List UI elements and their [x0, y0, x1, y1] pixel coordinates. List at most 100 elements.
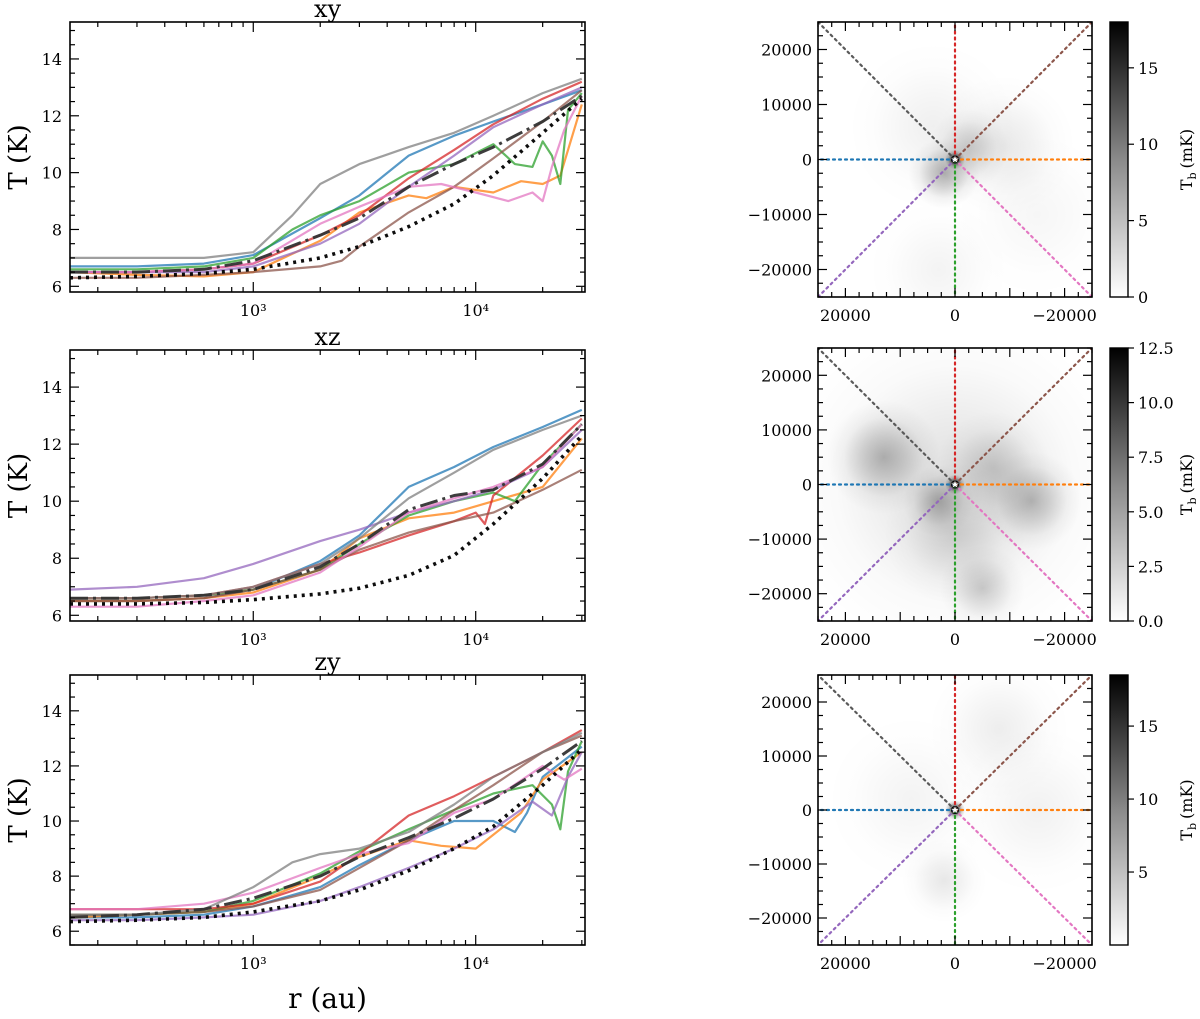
series-line-model — [70, 97, 583, 280]
series-line-red — [70, 729, 583, 911]
colorbar-tick-label: 12.5 — [1138, 339, 1174, 358]
colorbar-tick-label: 15 — [1138, 59, 1158, 78]
colorbar-tick-label: 5 — [1138, 863, 1148, 882]
colorbar-tick-label: 0.0 — [1138, 612, 1163, 631]
x-tick-label: 0 — [950, 306, 960, 325]
cut-line-pink — [953, 158, 1092, 297]
colorbar-label: Tb (mK) — [1177, 454, 1199, 515]
y-tick-label: 6 — [52, 606, 62, 625]
emission-blob — [825, 713, 997, 885]
axes-frame — [69, 21, 586, 293]
y-tick-label: 6 — [52, 922, 62, 941]
y-tick-label: 10000 — [761, 747, 812, 766]
map-panel-2: 20000 0 −20000 20000 10000 0 −10000 −20000 0.0 2.… — [748, 339, 1199, 649]
cut-line-pink — [953, 483, 1092, 621]
y-tick-label: 6 — [52, 277, 62, 296]
y-tick-label: −10000 — [748, 206, 812, 225]
x-tick-label: 10⁴ — [462, 954, 489, 973]
y-axis-label: T (K) — [4, 453, 34, 518]
series-line-orange — [70, 104, 583, 278]
x-tick-label: −20000 — [1032, 630, 1096, 649]
y-tick-label: 14 — [42, 702, 62, 721]
colorbar-label-main: T — [1177, 504, 1196, 515]
series-line-gray — [70, 77, 583, 259]
y-tick-label: 8 — [52, 220, 62, 239]
y-tick-label: −20000 — [748, 909, 812, 928]
colorbar — [1109, 21, 1129, 298]
x-tick-label: 10⁴ — [462, 630, 489, 649]
heatmap-image — [818, 22, 1123, 300]
series-line-mean — [70, 423, 583, 600]
series-line-orange — [70, 437, 583, 603]
emission-blob — [867, 198, 1010, 297]
cut-line-purple — [818, 158, 957, 297]
series-line-mean — [70, 739, 583, 919]
heatmap-image — [818, 348, 1092, 621]
source-star-marker — [950, 154, 960, 164]
source-star-marker — [950, 479, 960, 489]
series-line-mean — [70, 94, 583, 274]
series-line-purple — [70, 86, 583, 274]
axes-frame — [69, 674, 586, 946]
series-line-gray — [70, 731, 583, 916]
y-tick-label: 14 — [42, 50, 62, 69]
y-tick-label: 0 — [802, 801, 812, 820]
series-line-model — [70, 434, 584, 606]
colorbar-tick-label: 10.0 — [1138, 394, 1174, 413]
x-tick-label: 10⁴ — [462, 301, 489, 320]
y-tick-label: 12 — [42, 435, 62, 454]
colorbar-tick-label: 5 — [1138, 212, 1148, 231]
plot-area — [70, 77, 583, 280]
y-tick-label: 8 — [52, 549, 62, 568]
y-axis-label: T (K) — [4, 777, 34, 842]
colorbar-tick-label: 0 — [1138, 288, 1148, 307]
x-tick-label: 0 — [950, 954, 960, 973]
y-tick-label: 10 — [42, 164, 62, 183]
series-line-pink — [70, 423, 583, 608]
colorbar-label-sub: b — [1186, 823, 1199, 830]
cut-line-purple — [818, 808, 957, 945]
line-panel-zy: 6 8 10 12 14 10³ 10⁴ T (K) zy r (au) — [4, 648, 586, 1015]
colorbar-tick-label: 15 — [1138, 717, 1158, 736]
heatmap-image — [818, 675, 1092, 945]
cut-line-brown — [953, 675, 1092, 812]
y-tick-label: 10000 — [761, 96, 812, 115]
x-tick-label: 10³ — [240, 954, 267, 973]
y-tick-label: 0 — [802, 151, 812, 170]
plot-area — [70, 408, 584, 608]
x-axis-label: r (au) — [288, 982, 367, 1015]
panel-title: xy — [314, 0, 342, 23]
y-tick-label: 0 — [802, 476, 812, 495]
y-tick-label: 14 — [42, 378, 62, 397]
y-tick-label: 20000 — [761, 366, 812, 385]
x-tick-label: 0 — [950, 630, 960, 649]
y-tick-label: 10 — [42, 492, 62, 511]
y-tick-label: −10000 — [748, 855, 812, 874]
series-line-blue — [70, 408, 583, 603]
colorbar-label: Tb (mK) — [1177, 779, 1199, 840]
y-tick-label: 8 — [52, 867, 62, 886]
series-line-pink — [70, 95, 583, 274]
colorbar-label-main: T — [1177, 830, 1196, 841]
panel-title: xz — [314, 323, 340, 351]
cut-line-gray — [818, 348, 957, 486]
y-tick-label: 20000 — [761, 41, 812, 60]
y-tick-label: 10000 — [761, 421, 812, 440]
map-panel-3: 20000 0 −20000 20000 10000 0 −10000 −20000 5 10 15… — [748, 674, 1199, 973]
colorbar — [1109, 347, 1129, 622]
colorbar-label-main: T — [1177, 179, 1196, 190]
cut-line-brown — [953, 22, 1092, 161]
cut-line-pink — [953, 808, 1092, 945]
line-panel-xy: 6 8 10 12 14 10³ 10⁴ T (K) xy — [4, 0, 586, 320]
emission-blob — [952, 129, 1123, 300]
y-tick-label: 20000 — [761, 693, 812, 712]
series-line-model — [70, 748, 584, 924]
colorbar-tick-label: 2.5 — [1138, 557, 1163, 576]
cut-line-gray — [818, 675, 957, 812]
colorbar-tick-label: 7.5 — [1138, 448, 1163, 467]
series-line-gray — [70, 414, 583, 600]
x-tick-label: 20000 — [820, 306, 871, 325]
y-tick-label: −10000 — [748, 530, 812, 549]
y-tick-label: 10 — [42, 812, 62, 831]
